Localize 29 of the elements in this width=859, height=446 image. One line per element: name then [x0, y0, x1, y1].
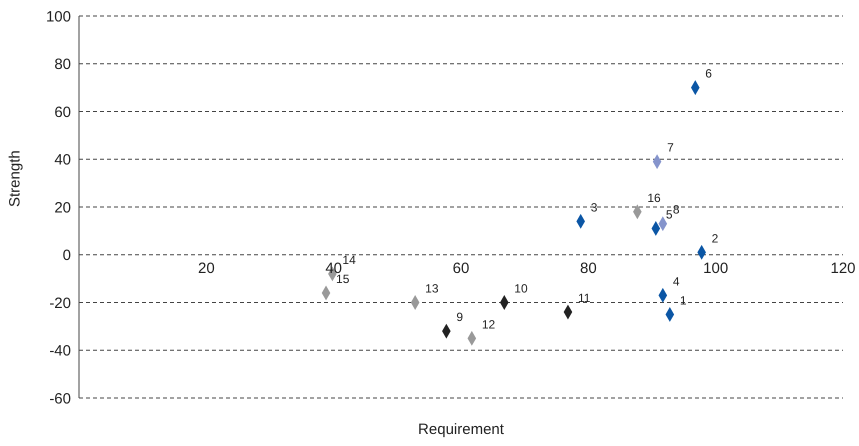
y-tick-label: 0 — [62, 247, 71, 264]
annotation: 11 — [578, 291, 591, 306]
annotation: 3 — [590, 200, 598, 214]
x-tick-label: 80 — [580, 260, 597, 277]
y-tick-label: 100 — [46, 8, 71, 26]
y-tick-label: 40 — [54, 152, 71, 169]
y-tick-label: 20 — [54, 199, 71, 216]
annotation: 2 — [712, 231, 719, 246]
y-tick-label: -40 — [49, 342, 71, 360]
annotation: 10 — [514, 282, 528, 296]
y-tick-label: -20 — [49, 294, 71, 312]
y-tick-label: -60 — [49, 390, 71, 408]
annotation: 13 — [425, 282, 439, 296]
annotation: 14 — [342, 252, 356, 267]
x-tick-label: 120 — [830, 260, 856, 277]
x-tick-label: 20 — [198, 260, 215, 277]
x-axis-title: Requirement — [418, 421, 505, 438]
x-tick-label: 60 — [452, 260, 470, 277]
y-tick-label: 60 — [54, 104, 71, 121]
annotation: 6 — [705, 66, 712, 81]
y-axis-title: Strength — [6, 150, 24, 207]
annotation: 16 — [647, 190, 662, 205]
annotation: 12 — [482, 317, 496, 332]
annotation: 7 — [667, 140, 674, 155]
x-tick-label: 100 — [703, 260, 728, 277]
annotation: 9 — [456, 310, 464, 324]
y-tick-label: 80 — [54, 56, 71, 74]
annotation: 4 — [672, 274, 680, 288]
annotation: 5 — [666, 207, 673, 222]
